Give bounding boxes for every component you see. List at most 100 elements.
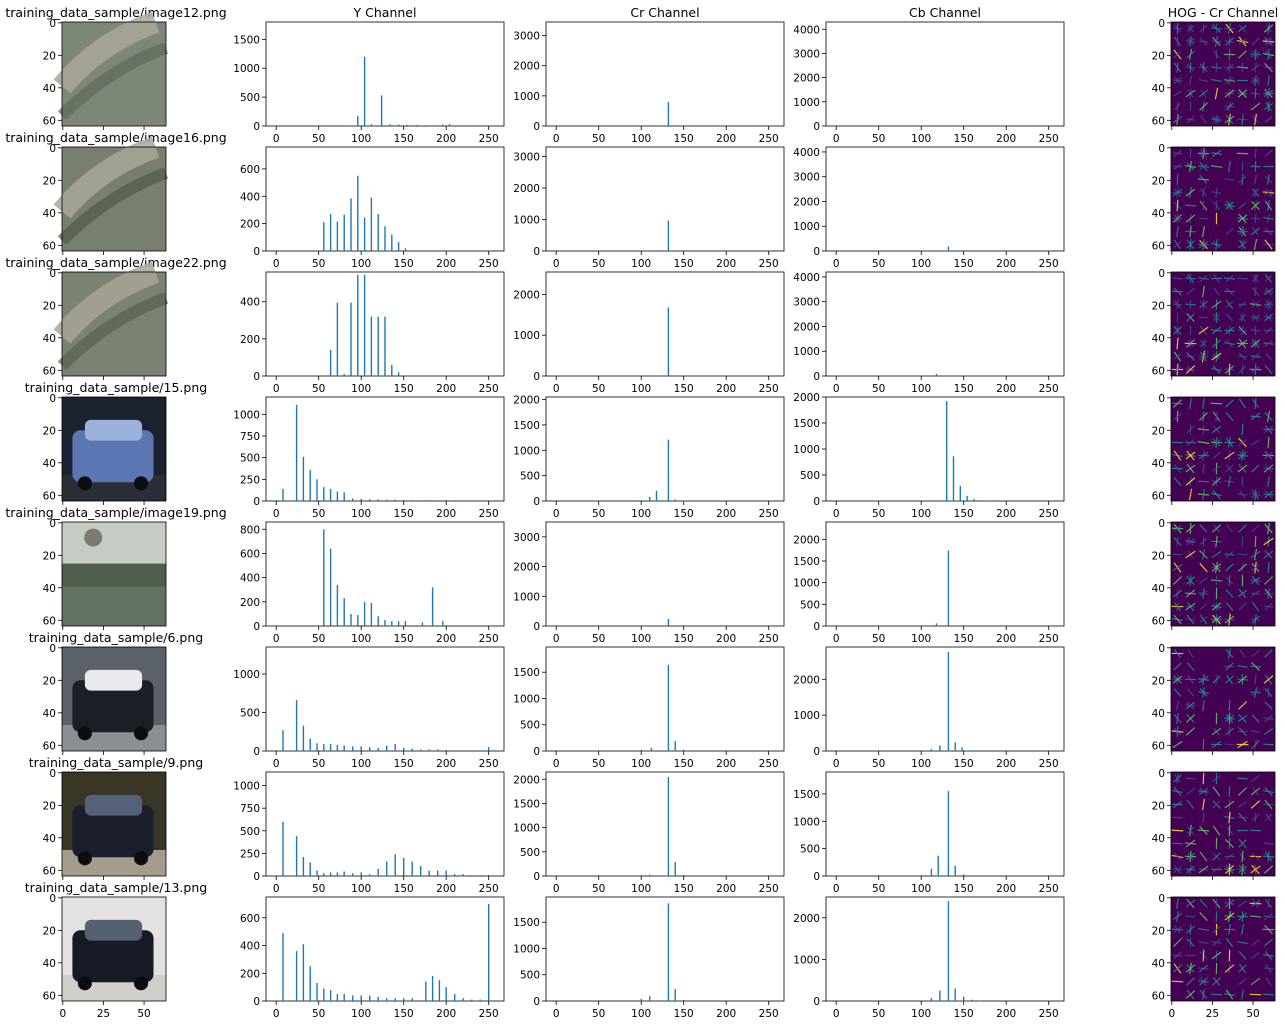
histogram-ytick-label: 1000 (233, 669, 260, 681)
row-image (62, 522, 166, 626)
hog-axis-ytick-label: 0 (1158, 268, 1165, 280)
hog-gradient-stroke (1263, 464, 1274, 473)
histogram-bar (323, 222, 325, 251)
histogram-bar (683, 875, 685, 876)
histogram-bar (445, 870, 447, 876)
hog-gradient-stroke (1189, 148, 1192, 159)
histogram-ytick-label: 600 (240, 164, 260, 176)
histogram-bar (961, 747, 963, 751)
hog-gradient-stroke (1173, 525, 1182, 532)
histogram-bar (282, 730, 284, 751)
hog-gradient-stroke (1212, 786, 1221, 797)
hog-gradient-stroke (1251, 464, 1260, 473)
histogram-xtick-label: 250 (479, 1008, 499, 1020)
hog-image (1171, 147, 1275, 251)
hog-gradient-stroke (1237, 24, 1248, 33)
hog-gradient-stroke (1228, 811, 1231, 824)
hog-gradient-stroke (1224, 115, 1235, 124)
hog-gradient-stroke (1225, 589, 1234, 598)
histogram-xtick-label: 100 (351, 633, 371, 645)
hog-gradient-stroke (1225, 675, 1234, 684)
histogram-xtick-label: 0 (833, 883, 840, 895)
hog-gradient-stroke (1237, 714, 1248, 723)
histogram-ytick-label: 1500 (793, 418, 820, 430)
image-car-body (72, 930, 154, 983)
histogram-ytick-label: 2000 (793, 196, 820, 208)
hog-gradient-stroke (1199, 102, 1208, 111)
histogram-ytick-label: 0 (253, 621, 260, 633)
hog-gradient-stroke (1250, 412, 1261, 421)
histogram-bar (343, 598, 345, 626)
histogram-ytick-label: 2000 (793, 392, 820, 404)
hog-gradient-stroke (1186, 787, 1195, 796)
histogram-ytick-label: 200 (240, 968, 260, 980)
hog-gradient-stroke (1176, 225, 1179, 238)
hog-gradient-stroke (1238, 912, 1247, 921)
histogram-bar (384, 226, 386, 251)
hog-gradient-stroke (1189, 75, 1192, 86)
row-image-title: training_data_sample/image12.png (5, 5, 226, 20)
hog-gradient-stroke (1237, 701, 1248, 710)
histogram-bar (947, 901, 950, 1001)
histogram-xtick-label: 50 (872, 508, 885, 520)
hog-gradient-stroke (1199, 412, 1208, 421)
hog-gradient-stroke (1238, 727, 1247, 736)
hog-gradient-stroke (1237, 563, 1248, 572)
histogram-xtick-label: 50 (872, 633, 885, 645)
histogram-ytick-label: 500 (240, 92, 260, 104)
hog-gradient-stroke (1227, 22, 1232, 35)
histogram-xtick-label: 200 (716, 633, 736, 645)
hog-gradient-stroke (1186, 799, 1195, 810)
hog-gradient-stroke (1173, 925, 1182, 934)
histogram-bar (667, 618, 670, 626)
hog-axis-ytick-label: 40 (1152, 583, 1165, 595)
histogram-ytick-label: 0 (813, 746, 820, 758)
histogram-frame (545, 396, 785, 502)
hog-gradient-stroke (1215, 535, 1218, 548)
histogram-bar (329, 548, 332, 626)
hog-gradient-stroke (1225, 63, 1234, 72)
hog-gradient-stroke (1202, 187, 1205, 198)
hog-gradient-stroke (1251, 740, 1260, 749)
histogram-xtick-label: 200 (436, 383, 456, 395)
histogram-bar (420, 500, 422, 501)
histogram-bar (352, 746, 354, 751)
histogram-frame (825, 271, 1065, 377)
hog-gradient-stroke (1212, 774, 1221, 783)
histogram-bar (391, 364, 393, 376)
hog-gradient-stroke (1267, 851, 1270, 862)
histogram-bar (411, 998, 413, 1001)
histogram-ytick-label: 250 (240, 474, 260, 486)
histogram-xtick-label: 100 (351, 258, 371, 270)
image-car-body (72, 680, 154, 733)
histogram-bar (454, 874, 456, 876)
hog-gradient-stroke (1211, 477, 1222, 486)
hog-gradient-stroke (1186, 240, 1195, 249)
histogram-bar (391, 621, 393, 626)
histogram-ytick-label: 3000 (513, 151, 540, 163)
image-car-wheel (134, 476, 149, 491)
histogram-xtick-label: 200 (716, 133, 736, 145)
hog-gradient-stroke (1251, 524, 1260, 533)
histogram-bar (302, 857, 305, 876)
hog-background (1171, 22, 1275, 126)
histogram-bar (316, 870, 318, 876)
hog-gradient-stroke (1225, 411, 1234, 422)
histogram-bar (667, 776, 670, 876)
image-axis-ytick-label: 60 (43, 615, 56, 627)
histogram-bar (386, 745, 388, 751)
image-shadow (57, 167, 169, 245)
image-axis-ytick-label: 0 (49, 643, 56, 655)
hog-gradient-stroke (1250, 800, 1261, 809)
hog-gradient-stroke (1199, 24, 1208, 33)
histogram-bar (329, 488, 332, 501)
hog-axis-ytick-label: 60 (1152, 115, 1165, 127)
hog-gradient-stroke (1251, 852, 1260, 861)
histogram-xtick-label: 0 (553, 633, 560, 645)
histogram-xtick-label: 0 (273, 883, 280, 895)
hog-gradient-stroke (1263, 675, 1274, 684)
hog-gradient-stroke (1176, 712, 1179, 725)
histogram-bar (336, 584, 339, 626)
image-frame (61, 271, 167, 377)
histogram-bar (431, 976, 434, 1001)
